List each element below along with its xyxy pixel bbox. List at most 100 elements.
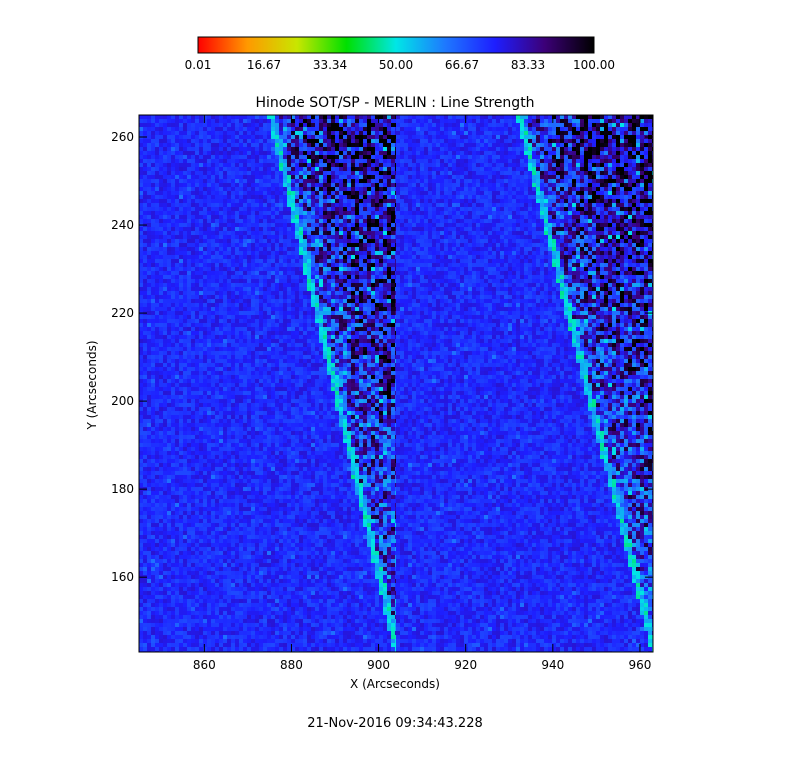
heatmap-cell	[267, 211, 271, 215]
heatmap-cell	[307, 251, 311, 255]
heatmap-cell	[524, 219, 528, 223]
heatmap-cell	[544, 191, 548, 195]
heatmap-cell	[412, 187, 416, 191]
heatmap-cell	[648, 263, 652, 267]
heatmap-cell	[400, 119, 404, 123]
heatmap-cell	[600, 239, 604, 243]
heatmap-cell	[299, 207, 303, 211]
heatmap-cell	[612, 143, 616, 147]
heatmap-cell	[464, 207, 468, 211]
heatmap-cell	[636, 195, 640, 199]
heatmap-cell	[512, 255, 516, 259]
heatmap-cell	[400, 219, 404, 223]
heatmap-cell	[187, 195, 191, 199]
heatmap-cell	[572, 175, 576, 179]
heatmap-cell	[147, 139, 151, 143]
heatmap-cell	[460, 175, 464, 179]
heatmap-cell	[648, 231, 652, 235]
heatmap-cell	[247, 179, 251, 183]
heatmap-cell	[448, 115, 452, 119]
heatmap-cell	[408, 195, 412, 199]
heatmap-cell	[283, 207, 287, 211]
heatmap-cell	[420, 187, 424, 191]
heatmap-cell	[195, 131, 199, 135]
heatmap-cell	[251, 239, 255, 243]
heatmap-cell	[444, 127, 448, 131]
heatmap-cell	[191, 199, 195, 203]
heatmap-cell	[432, 159, 436, 163]
heatmap-cell	[207, 223, 211, 227]
heatmap-cell	[295, 179, 299, 183]
heatmap-cell	[612, 131, 616, 135]
heatmap-cell	[472, 147, 476, 151]
heatmap-cell	[600, 251, 604, 255]
heatmap-cell	[235, 259, 239, 263]
heatmap-cell	[468, 263, 472, 267]
heatmap-cell	[644, 159, 648, 163]
heatmap-cell	[464, 199, 468, 203]
heatmap-cell	[628, 175, 632, 179]
heatmap-cell	[159, 143, 163, 147]
heatmap-cell	[616, 259, 620, 263]
heatmap-cell	[183, 199, 187, 203]
heatmap-cell	[323, 171, 327, 175]
heatmap-cell	[167, 267, 171, 271]
heatmap-cell	[616, 251, 620, 255]
heatmap-cell	[259, 143, 263, 147]
heatmap-cell	[327, 235, 331, 239]
heatmap-cell	[323, 139, 327, 143]
heatmap-cell	[468, 211, 472, 215]
heatmap-cell	[572, 139, 576, 143]
heatmap-cell	[179, 211, 183, 215]
heatmap-cell	[327, 163, 331, 167]
heatmap-cell	[464, 211, 468, 215]
heatmap-cell	[400, 231, 404, 235]
heatmap-cell	[620, 215, 624, 219]
heatmap-cell	[327, 247, 331, 251]
heatmap-cell	[147, 171, 151, 175]
heatmap-cell	[279, 211, 283, 215]
heatmap-cell	[540, 187, 544, 191]
heatmap-cell	[556, 147, 560, 151]
heatmap-cell	[295, 175, 299, 179]
heatmap-cell	[287, 127, 291, 131]
heatmap-cell	[239, 115, 243, 119]
heatmap-cell	[267, 151, 271, 155]
heatmap-cell	[211, 203, 215, 207]
heatmap-cell	[159, 139, 163, 143]
heatmap-cell	[263, 167, 267, 171]
heatmap-cell	[231, 155, 235, 159]
heatmap-cell	[315, 171, 319, 175]
heatmap-cell	[608, 231, 612, 235]
heatmap-cell	[171, 127, 175, 131]
heatmap-cell	[163, 191, 167, 195]
heatmap-cell	[283, 135, 287, 139]
heatmap-cell	[239, 247, 243, 251]
heatmap-cell	[452, 171, 456, 175]
heatmap-cell	[572, 259, 576, 263]
heatmap-cell	[359, 171, 363, 175]
heatmap-cell	[544, 195, 548, 199]
heatmap-cell	[303, 135, 307, 139]
heatmap-cell	[151, 127, 155, 131]
heatmap-cell	[396, 167, 400, 171]
heatmap-cell	[347, 155, 351, 159]
heatmap-cell	[552, 179, 556, 183]
heatmap-cell	[215, 155, 219, 159]
heatmap-cell	[143, 263, 147, 267]
heatmap-cell	[331, 247, 335, 251]
heatmap-cell	[223, 115, 227, 119]
heatmap-cell	[576, 175, 580, 179]
heatmap-cell	[235, 119, 239, 123]
heatmap-cell	[151, 135, 155, 139]
heatmap-cell	[516, 195, 520, 199]
heatmap-cell	[508, 203, 512, 207]
heatmap-cell	[396, 263, 400, 267]
heatmap-cell	[496, 167, 500, 171]
heatmap-cell	[343, 115, 347, 119]
heatmap-cell	[371, 187, 375, 191]
heatmap-cell	[548, 167, 552, 171]
heatmap-cell	[540, 255, 544, 259]
heatmap-cell	[251, 131, 255, 135]
heatmap-cell	[183, 115, 187, 119]
